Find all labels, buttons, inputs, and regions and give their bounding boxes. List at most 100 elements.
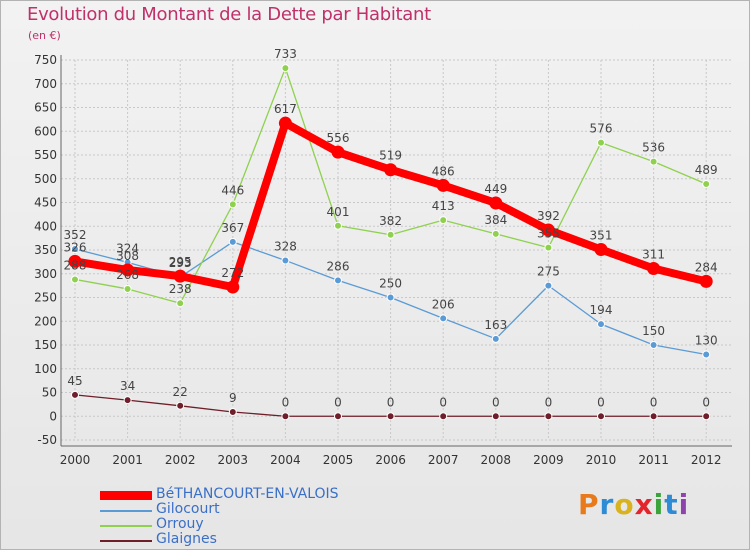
grid bbox=[61, 59, 732, 441]
legend-swatch bbox=[100, 510, 152, 512]
data-point bbox=[228, 200, 237, 209]
data-point bbox=[544, 412, 553, 421]
data-point bbox=[597, 412, 605, 421]
data-point bbox=[386, 412, 395, 421]
data-point bbox=[281, 412, 290, 421]
data-point bbox=[384, 163, 398, 177]
data-label: 295 bbox=[169, 255, 192, 269]
y-tick-label: 100 bbox=[34, 362, 57, 376]
data-label: 556 bbox=[327, 131, 350, 145]
x-tick-label: 2004 bbox=[270, 453, 301, 467]
data-label: 326 bbox=[64, 240, 87, 254]
y-tick-label: 50 bbox=[42, 386, 57, 400]
logo-letter: x bbox=[634, 488, 654, 521]
data-label: 272 bbox=[221, 266, 244, 280]
data-point bbox=[386, 293, 395, 302]
data-label: 489 bbox=[695, 163, 718, 177]
logo-letter: i bbox=[678, 488, 690, 521]
data-point bbox=[649, 341, 658, 349]
data-label: 9 bbox=[229, 391, 237, 405]
data-point bbox=[334, 221, 342, 230]
data-point bbox=[491, 229, 500, 238]
data-label: 519 bbox=[379, 149, 402, 163]
data-point bbox=[334, 412, 342, 421]
data-point bbox=[699, 274, 713, 288]
data-label: 45 bbox=[67, 374, 82, 388]
x-tick-label: 2007 bbox=[428, 453, 459, 467]
data-point bbox=[173, 269, 187, 283]
data-point bbox=[334, 276, 342, 285]
x-tick-label: 2006 bbox=[375, 453, 406, 467]
data-label: 286 bbox=[327, 259, 350, 273]
y-tick-label: 700 bbox=[34, 77, 57, 91]
data-point bbox=[228, 237, 237, 246]
data-point bbox=[123, 284, 132, 293]
data-point bbox=[386, 230, 395, 239]
data-label: 0 bbox=[334, 395, 342, 409]
data-point bbox=[228, 407, 237, 416]
data-point bbox=[702, 350, 711, 359]
data-point bbox=[71, 275, 79, 284]
data-point bbox=[597, 138, 605, 147]
data-point bbox=[649, 157, 658, 166]
data-point bbox=[597, 320, 605, 329]
data-label: 308 bbox=[116, 249, 139, 263]
y-tick-label: 200 bbox=[34, 314, 57, 328]
y-tick-label: 150 bbox=[34, 338, 57, 352]
data-labels: 352 324 293 367 328 286 250 206 163 275 194 150 130 2… bbox=[64, 47, 718, 409]
legend-label: BéTHANCOURT-EN-VALOIS bbox=[156, 486, 339, 502]
x-tick-label: 2008 bbox=[481, 453, 512, 467]
data-label: 413 bbox=[432, 199, 455, 213]
logo-letter: P bbox=[578, 488, 600, 521]
data-label: 130 bbox=[695, 334, 718, 348]
data-label: 536 bbox=[642, 141, 665, 155]
data-label: 0 bbox=[597, 395, 605, 409]
y-tick-label: 350 bbox=[34, 243, 57, 257]
data-label: 355 bbox=[537, 227, 560, 241]
data-label: 401 bbox=[327, 205, 350, 219]
data-label: 446 bbox=[221, 183, 244, 197]
logo-letter: o bbox=[614, 488, 635, 521]
data-label: 275 bbox=[537, 265, 560, 279]
data-point bbox=[71, 245, 79, 254]
data-label: 150 bbox=[642, 324, 665, 338]
data-label: 293 bbox=[169, 256, 192, 270]
data-point bbox=[176, 401, 185, 410]
data-label: 352 bbox=[64, 228, 87, 242]
data-point bbox=[281, 64, 290, 73]
data-label: 0 bbox=[492, 395, 500, 409]
data-point bbox=[226, 280, 240, 294]
y-tick-label: 0 bbox=[49, 409, 57, 423]
y-tick-label: 450 bbox=[34, 196, 57, 210]
data-point bbox=[594, 243, 608, 257]
data-label: 576 bbox=[590, 122, 613, 136]
data-label: 163 bbox=[484, 318, 507, 332]
x-tick-label: 2005 bbox=[323, 453, 354, 467]
y-tick-label: 650 bbox=[34, 101, 57, 115]
axes: -500501001502002503003504004505005506006… bbox=[34, 53, 732, 467]
y-tick-label: 300 bbox=[34, 267, 57, 281]
data-label: 288 bbox=[64, 258, 87, 272]
y-tick-label: 550 bbox=[34, 148, 57, 162]
data-label: 22 bbox=[173, 385, 188, 399]
data-point bbox=[439, 412, 448, 421]
legend-swatch bbox=[100, 491, 152, 500]
data-label: 34 bbox=[120, 379, 135, 393]
data-point bbox=[71, 390, 79, 399]
logo-letter: t bbox=[664, 488, 679, 521]
x-tick-label: 2002 bbox=[165, 453, 196, 467]
data-point bbox=[544, 243, 553, 252]
x-tick-label: 2000 bbox=[60, 453, 91, 467]
x-tick-label: 2001 bbox=[112, 453, 143, 467]
y-tick-label: 600 bbox=[34, 124, 57, 138]
chart-title: Evolution du Montant de la Dette par Hab… bbox=[27, 4, 431, 25]
logo-letter: r bbox=[599, 488, 615, 521]
x-tick-label: 2011 bbox=[638, 453, 669, 467]
data-label: 0 bbox=[702, 395, 710, 409]
data-label: 328 bbox=[274, 239, 297, 253]
data-label: 449 bbox=[484, 182, 507, 196]
data-point bbox=[121, 263, 135, 277]
y-tick-label: 400 bbox=[34, 219, 57, 233]
data-point bbox=[702, 179, 711, 188]
data-point bbox=[278, 116, 292, 130]
